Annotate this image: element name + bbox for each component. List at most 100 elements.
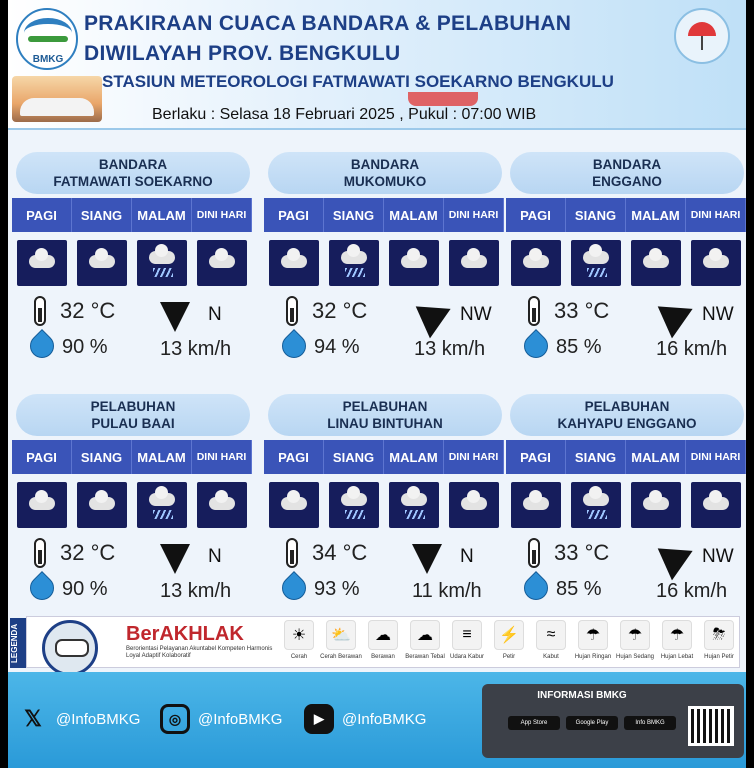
station-card: BANDARA FATMAWATI SOEKARNO PAGI SIANG MALA… <box>12 152 258 382</box>
humidity: 94 % <box>314 336 360 358</box>
social-link[interactable]: ◎ @InfoBMKG <box>160 704 282 734</box>
period-header: PAGI SIANG MALAM DINI HARI <box>506 440 746 474</box>
light-rain-icon <box>389 482 439 528</box>
humidity-drop-icon <box>25 571 59 605</box>
instagram-icon: ◎ <box>160 704 190 734</box>
social-link[interactable]: ▶ @InfoBMKG <box>304 704 426 734</box>
legend-weather-icon: ≈ <box>536 620 566 650</box>
cloudy-icon <box>449 482 499 528</box>
social-link[interactable]: 𝕏 @InfoBMKG <box>18 704 140 734</box>
app-store-badge[interactable]: App Store <box>508 716 560 730</box>
period-label: SIANG <box>72 198 132 232</box>
legend-item: ⚡ Petir <box>486 620 532 660</box>
wind-speed: 13 km/h <box>414 338 486 360</box>
thermometer-icon <box>286 296 298 326</box>
info-bmkg-badge[interactable]: Info BMKG <box>624 716 676 730</box>
cloudy-icon <box>269 240 319 286</box>
cloudy-icon <box>449 240 499 286</box>
legend-weather-icon: ≡ <box>452 620 482 650</box>
wind-speed: 16 km/h <box>656 580 728 602</box>
cloudy-icon <box>77 240 127 286</box>
cloudy-icon <box>17 482 67 528</box>
ship-illustration <box>408 92 478 106</box>
legend-weather-icon: ☂ <box>578 620 608 650</box>
bmkg-logo: BMKG <box>16 8 78 70</box>
station-name: BANDARA MUKOMUKO <box>268 152 502 194</box>
qr-code[interactable] <box>688 706 734 746</box>
legend-weather-icon: ⛈ <box>704 620 734 650</box>
x-icon: 𝕏 <box>24 706 42 731</box>
cloudy-icon <box>269 482 319 528</box>
forecast-poster: BMKG PRAKIRAAN CUACA BANDARA & PELABUHAN… <box>8 0 746 768</box>
cloudy-icon <box>691 240 741 286</box>
period-label: DINI HARI <box>192 198 252 232</box>
wind-speed: 11 km/h <box>412 580 482 602</box>
info-bmkg-title: INFORMASI BMKG <box>537 690 627 701</box>
period-label: DINI HARI <box>686 198 746 232</box>
legend-weather-icon: ☂ <box>620 620 650 650</box>
legend-item: ☀ Cerah <box>276 620 322 660</box>
social-handle: @InfoBMKG <box>198 710 283 728</box>
station-title: STASIUN METEOROLOGI FATMAWATI SOEKARNO B… <box>102 72 614 91</box>
wind-speed: 13 km/h <box>160 338 232 360</box>
cloudy-icon <box>197 240 247 286</box>
legend-weather-icon: ☀ <box>284 620 314 650</box>
period-label: SIANG <box>566 198 626 232</box>
legend-item: ⛅ Cerah Berawan <box>318 620 364 660</box>
humidity: 93 % <box>314 578 360 600</box>
legend-tag: LEGENDA <box>10 618 26 668</box>
thermometer-icon <box>34 296 46 326</box>
temperature: 32 °C <box>312 298 368 323</box>
wind-direction: NW <box>460 304 492 325</box>
light-rain-icon <box>571 240 621 286</box>
humidity-drop-icon <box>25 329 59 363</box>
period-label: SIANG <box>566 440 626 474</box>
station-name: PELABUHAN KAHYAPU ENGGANO <box>510 394 744 436</box>
humidity-drop-icon <box>277 571 311 605</box>
wind-direction: N <box>208 304 222 325</box>
wind-direction-arrow-icon <box>405 291 451 339</box>
period-label: PAGI <box>506 198 566 232</box>
period-label: SIANG <box>72 440 132 474</box>
wind-speed: 16 km/h <box>656 338 728 360</box>
period-header: PAGI SIANG MALAM DINI HARI <box>264 198 504 232</box>
wind-speed: 13 km/h <box>160 580 232 602</box>
google-play-badge[interactable]: Google Play <box>566 716 618 730</box>
period-label: MALAM <box>626 198 686 232</box>
wind-direction-arrow-icon <box>412 544 442 574</box>
period-label: MALAM <box>132 440 192 474</box>
legend-weather-icon: ⛅ <box>326 620 356 650</box>
period-label: DINI HARI <box>686 440 746 474</box>
legend-item: ☂ Hujan Sedang <box>612 620 658 660</box>
weather-icons-row <box>264 240 504 288</box>
legend-item: ≡ Udara Kabur <box>444 620 490 660</box>
legend-weather-icon: ☁ <box>368 620 398 650</box>
weather-icons-row <box>12 240 252 288</box>
station-name: PELABUHAN PULAU BAAI <box>16 394 250 436</box>
valid-time: Berlaku : Selasa 18 Februari 2025 , Puku… <box>152 106 537 123</box>
station-card: BANDARA MUKOMUKO PAGI SIANG MALAM DINI HARI… <box>264 152 510 382</box>
legend-item: ☂ Hujan Lebat <box>654 620 700 660</box>
airport-illustration <box>12 76 102 122</box>
period-label: SIANG <box>324 440 384 474</box>
umbrella-icon <box>674 8 730 64</box>
station-card: PELABUHAN KAHYAPU ENGGANO PAGI SIANG MALAM… <box>506 394 746 624</box>
thermometer-icon <box>528 296 540 326</box>
wind-direction: NW <box>702 304 734 325</box>
station-name: BANDARA FATMAWATI SOEKARNO <box>16 152 250 194</box>
wind-direction-arrow-icon <box>160 544 190 574</box>
period-header: PAGI SIANG MALAM DINI HARI <box>264 440 504 474</box>
weather-icons-row <box>506 482 746 530</box>
weather-icons-row <box>12 482 252 530</box>
light-rain-icon <box>329 482 379 528</box>
legend-item: ☁ Berawan Tebal <box>402 620 448 660</box>
period-label: MALAM <box>384 440 444 474</box>
wind-direction: N <box>208 546 222 567</box>
wind-direction-arrow-icon <box>647 291 693 339</box>
period-label: MALAM <box>384 198 444 232</box>
period-label: PAGI <box>264 440 324 474</box>
period-label: MALAM <box>132 198 192 232</box>
period-label: PAGI <box>12 198 72 232</box>
station-name: PELABUHAN LINAU BINTUHAN <box>268 394 502 436</box>
period-label: DINI HARI <box>192 440 252 474</box>
